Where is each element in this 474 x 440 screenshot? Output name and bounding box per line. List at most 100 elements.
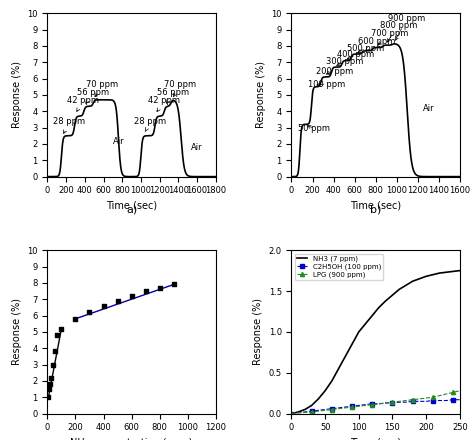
Point [52,348,59,355]
Text: 42 ppm: 42 ppm [148,96,181,112]
C2H5OH (100 ppm) [295,410,301,415]
NH3 (7 ppm) [343,354,348,359]
NH3 (7 ppm) [383,298,389,304]
Text: 28 ppm: 28 ppm [53,117,85,133]
C2H5OH (100 ppm) [336,405,341,411]
LPG (900 ppm) [316,408,321,414]
Text: 600 ppm: 600 ppm [357,37,395,51]
C2H5OH (100 ppm) [369,401,375,407]
C2H5OH (100 ppm) [403,400,409,405]
Point [114,297,121,304]
NH3 (7 ppm) [437,271,442,276]
Text: 42 ppm: 42 ppm [67,96,99,111]
C2H5OH (100 ppm) [390,400,395,406]
C2H5OH (100 ppm) [363,402,368,407]
Text: Air: Air [423,104,435,113]
NH3 (7 ppm) [376,305,382,310]
C2H5OH (100 ppm) [430,398,436,403]
C2H5OH (100 ppm) [302,409,308,414]
NH3 (7 ppm) [403,282,409,288]
C2H5OH (100 ppm) [289,411,294,416]
Text: Air: Air [113,137,125,146]
LPG (900 ppm) [423,396,429,401]
Y-axis label: Response (%): Response (%) [12,298,22,365]
LPG (900 ppm) [450,390,456,395]
NH3 (7 ppm) [457,268,463,273]
NH3 (7 ppm) [329,378,335,384]
Text: 200 ppm: 200 ppm [316,67,353,76]
X-axis label: Time (sec): Time (sec) [350,438,401,440]
C2H5OH (100 ppm) [349,403,355,409]
NH3 (7 ppm) [423,274,429,279]
NH3 (7 ppm) [289,411,294,416]
NH3 (7 ppm) [390,293,395,298]
LPG (900 ppm) [457,388,463,393]
NH3 (7 ppm) [444,270,449,275]
Text: 70 ppm: 70 ppm [164,80,196,97]
LPG (900 ppm) [376,401,382,407]
NH3 (7 ppm) [316,396,321,402]
C2H5OH (100 ppm) [376,401,382,407]
Text: 100 ppm: 100 ppm [308,80,345,89]
Text: 56 ppm: 56 ppm [157,88,189,103]
LPG (900 ppm) [410,397,416,402]
LPG (900 ppm) [343,405,348,411]
Text: 500 ppm: 500 ppm [347,44,384,53]
Y-axis label: Response (%): Response (%) [12,62,22,128]
Text: 400 ppm: 400 ppm [337,50,374,59]
Point [54,332,61,339]
LPG (900 ppm) [309,409,315,414]
Point [170,281,177,288]
Line: C2H5OH (100 ppm): C2H5OH (100 ppm) [290,398,462,416]
X-axis label: Time (sec): Time (sec) [350,201,401,211]
NH3 (7 ppm) [349,341,355,347]
Point [156,284,164,291]
Y-axis label: Response (%): Response (%) [253,298,263,365]
C2H5OH (100 ppm) [309,408,315,414]
NH3 (7 ppm) [336,366,341,371]
Point [128,293,136,300]
C2H5OH (100 ppm) [383,400,389,406]
LPG (900 ppm) [383,400,389,406]
Point [47,374,55,381]
Point [46,381,54,388]
LPG (900 ppm) [295,410,301,415]
NH3 (7 ppm) [309,403,315,408]
X-axis label: Time (sec): Time (sec) [106,201,157,211]
LPG (900 ppm) [437,393,442,398]
LPG (900 ppm) [363,403,368,408]
LPG (900 ppm) [349,404,355,410]
C2H5OH (100 ppm) [329,406,335,411]
LPG (900 ppm) [369,402,375,407]
C2H5OH (100 ppm) [457,397,463,402]
C2H5OH (100 ppm) [343,404,348,410]
Line: NH3 (7 ppm): NH3 (7 ppm) [292,271,460,414]
NH3 (7 ppm) [410,279,416,284]
NH3 (7 ppm) [417,276,422,282]
Point [45,394,52,401]
X-axis label: NH₃ concentration (ppm): NH₃ concentration (ppm) [70,438,193,440]
NH3 (7 ppm) [363,321,368,326]
LPG (900 ppm) [356,403,362,409]
Line: LPG (900 ppm): LPG (900 ppm) [290,389,462,416]
LPG (900 ppm) [336,406,341,411]
LPG (900 ppm) [390,400,395,405]
Legend: NH3 (7 ppm), C2H5OH (100 ppm), LPG (900 ppm): NH3 (7 ppm), C2H5OH (100 ppm), LPG (900 … [295,253,383,280]
LPG (900 ppm) [396,399,402,404]
Point [49,361,57,368]
Text: 28 ppm: 28 ppm [134,117,166,132]
Text: 700 ppm: 700 ppm [372,29,409,45]
LPG (900 ppm) [417,396,422,402]
Text: 70 ppm: 70 ppm [86,80,118,97]
LPG (900 ppm) [289,411,294,416]
LPG (900 ppm) [329,407,335,412]
NH3 (7 ppm) [322,388,328,393]
C2H5OH (100 ppm) [356,403,362,408]
Point [86,309,93,316]
Text: Air: Air [191,143,202,153]
C2H5OH (100 ppm) [423,399,429,404]
Text: b): b) [370,205,381,215]
NH3 (7 ppm) [369,313,375,318]
NH3 (7 ppm) [450,269,456,274]
C2H5OH (100 ppm) [322,407,328,412]
